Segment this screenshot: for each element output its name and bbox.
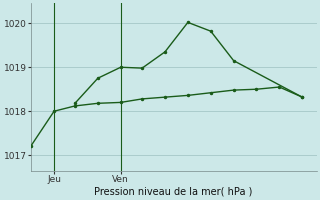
X-axis label: Pression niveau de la mer( hPa ): Pression niveau de la mer( hPa ) [94, 187, 253, 197]
